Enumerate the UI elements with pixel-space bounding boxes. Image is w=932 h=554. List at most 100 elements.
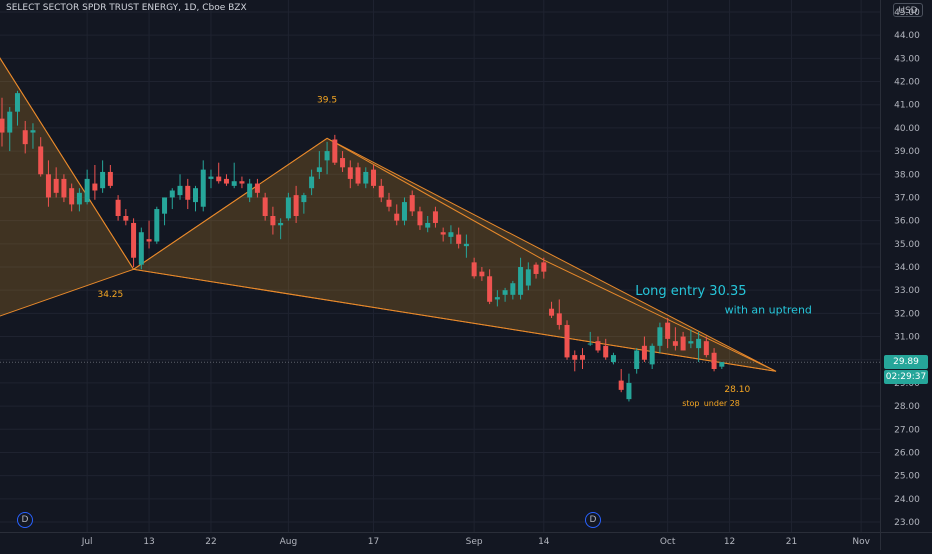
candle-body xyxy=(216,176,222,182)
x-tick-label: Sep xyxy=(466,537,483,547)
candle-body xyxy=(626,382,632,400)
symbol-title: SELECT SECTOR SPDR TRUST ENERGY, 1D, Cbo… xyxy=(6,3,247,13)
y-tick-label: 40.00 xyxy=(894,124,920,134)
candle-body xyxy=(688,341,694,344)
candle-body xyxy=(580,355,585,360)
candle-body xyxy=(409,195,415,212)
candle-body xyxy=(247,183,253,198)
candle-body xyxy=(456,234,462,244)
x-tick-label: 14 xyxy=(538,537,550,547)
currency-badge[interactable]: USD xyxy=(893,3,923,17)
y-tick-label: 35.00 xyxy=(894,240,920,250)
candle-body xyxy=(649,345,655,365)
candle-body xyxy=(22,130,28,145)
candle-body xyxy=(425,222,431,228)
candle-body xyxy=(76,192,82,205)
candle-body xyxy=(146,239,152,242)
candle-body xyxy=(169,190,175,198)
y-tick-label: 38.00 xyxy=(894,170,920,180)
x-tick-label: 21 xyxy=(786,537,797,547)
candle-body xyxy=(471,262,477,277)
x-tick-label: 13 xyxy=(143,537,154,547)
candle-body xyxy=(518,267,524,295)
x-tick-label: 17 xyxy=(368,537,379,547)
candle-body xyxy=(84,178,90,203)
candle-body xyxy=(193,188,198,203)
y-tick-label: 44.00 xyxy=(894,31,920,41)
chart-annotation: Long entry 30.35 xyxy=(635,284,746,299)
candle-body xyxy=(355,167,361,184)
candle-body xyxy=(239,181,245,184)
candle-body xyxy=(595,341,601,351)
y-tick-label: 42.00 xyxy=(894,78,920,88)
candle-body xyxy=(432,211,438,223)
y-tick-label: 24.00 xyxy=(894,495,920,505)
candle-body xyxy=(587,343,593,345)
x-tick-label: Jul xyxy=(81,537,93,547)
candle-body xyxy=(440,232,446,235)
y-tick-label: 25.00 xyxy=(894,472,920,482)
candle-body xyxy=(618,380,624,390)
candle-body xyxy=(657,327,663,346)
y-tick-label: 43.00 xyxy=(894,54,920,64)
candle-body xyxy=(100,171,106,189)
candle-body xyxy=(703,341,709,356)
candle-body xyxy=(525,269,531,286)
countdown-badge: 02:29:37 xyxy=(884,370,928,385)
y-tick-label: 37.00 xyxy=(894,193,920,203)
candle-body xyxy=(0,118,5,133)
candle-body xyxy=(386,199,392,207)
candle-body xyxy=(549,308,555,316)
candle-body xyxy=(7,111,13,133)
candle-body xyxy=(254,183,260,193)
y-tick-label: 31.00 xyxy=(894,333,920,343)
chart-annotation: 34.25 xyxy=(97,290,123,300)
candle-body xyxy=(30,130,36,133)
candle-body xyxy=(131,222,137,258)
chart-annotation: 28.10 xyxy=(724,385,750,395)
candle-body xyxy=(177,185,183,196)
candle-body xyxy=(417,211,423,226)
y-tick-label: 45.00 xyxy=(894,8,920,18)
chart-annotation: under 28 xyxy=(704,399,740,408)
candle-body xyxy=(665,322,671,339)
candle-body xyxy=(711,352,717,369)
candle-body xyxy=(270,216,276,226)
y-tick-label: 23.00 xyxy=(894,518,920,528)
candle-body xyxy=(363,171,369,184)
candle-body xyxy=(564,324,570,358)
candle-body xyxy=(641,345,647,360)
candle-body xyxy=(610,355,616,363)
candle-body xyxy=(340,158,346,168)
candle-body xyxy=(278,222,284,226)
y-tick-label: 26.00 xyxy=(894,448,920,458)
candle-body xyxy=(332,139,338,163)
candle-body xyxy=(14,93,20,112)
y-tick-label: 34.00 xyxy=(894,263,920,273)
candle-body xyxy=(185,185,191,200)
candle-body xyxy=(285,197,291,219)
candle-body xyxy=(293,195,299,216)
candle-body xyxy=(502,290,508,295)
last-price-badge: 29.89 xyxy=(884,355,928,370)
candle-body xyxy=(533,264,539,274)
candle-body xyxy=(541,262,547,272)
candle-body xyxy=(378,185,384,198)
dividend-event-marker[interactable]: D xyxy=(585,512,601,528)
candle-body xyxy=(309,176,315,189)
candle-body xyxy=(69,188,75,205)
candle-body xyxy=(115,199,121,216)
candle-body xyxy=(634,350,640,369)
candle-body xyxy=(45,174,51,198)
candle-body xyxy=(92,183,98,191)
y-tick-label: 33.00 xyxy=(894,286,920,296)
x-tick-label: Oct xyxy=(660,537,676,547)
candle-body xyxy=(603,345,609,358)
dividend-event-marker[interactable]: D xyxy=(17,512,33,528)
candle-body xyxy=(123,216,129,221)
x-tick-label: Nov xyxy=(852,537,870,547)
candle-body xyxy=(401,202,407,221)
pattern-legs xyxy=(0,57,777,372)
